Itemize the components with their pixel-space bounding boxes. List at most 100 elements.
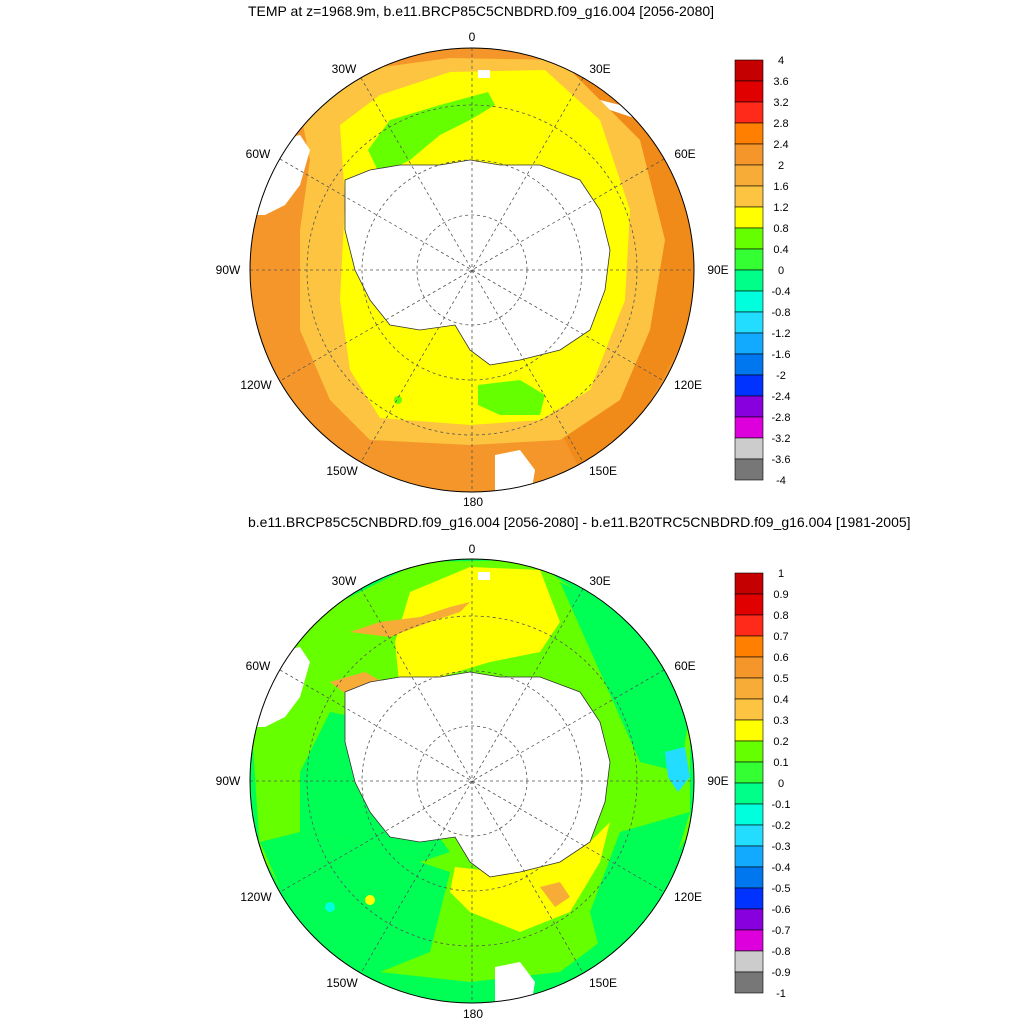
lon-label-90e: 90E	[707, 774, 728, 788]
lon-label-180: 180	[463, 1007, 483, 1021]
colorbar-tick-label: 2.4	[773, 139, 788, 151]
colorbar-swatch	[734, 353, 764, 376]
panel-2-field	[250, 559, 694, 1003]
colorbar-swatch	[734, 59, 764, 82]
lon-label-60e: 60E	[674, 659, 695, 673]
colorbar-tick-label: 0.1	[773, 757, 788, 769]
lon-label-0: 0	[469, 30, 476, 44]
colorbar-tick-label: -1.6	[772, 349, 791, 361]
colorbar-tick-label: 1.2	[773, 202, 788, 214]
colorbar-swatch	[734, 719, 764, 742]
colorbar-tick-label: -0.5	[772, 883, 791, 895]
colorbar-tick-label: 0.5	[773, 673, 788, 685]
panel-1-map: 0 30E 60E 90E 120E 150E 180 150W 120W 90…	[216, 30, 791, 509]
colorbar-swatch	[734, 458, 764, 481]
panel-2-graticule	[250, 559, 694, 1003]
colorbar-tick-label: 0.3	[773, 715, 788, 727]
colorbar-swatch	[734, 143, 764, 166]
colorbar-tick-label: -3.2	[772, 433, 791, 445]
colorbar-tick-label: 0.2	[773, 736, 788, 748]
colorbar-swatch	[734, 269, 764, 292]
lon-label-90w: 90W	[216, 263, 241, 277]
lon-label-30e: 30E	[589, 574, 610, 588]
lon-label-120e: 120E	[674, 890, 702, 904]
colorbar-swatch	[734, 803, 764, 826]
lon-label-150w: 150W	[326, 464, 358, 478]
colorbar-tick-label: -0.2	[772, 820, 791, 832]
lon-label-30w: 30W	[332, 62, 357, 76]
colorbar-tick-label: -0.4	[772, 286, 791, 298]
colorbar-tick-label: 0.6	[773, 652, 788, 664]
panel-2-title: b.e11.BRCP85C5CNBDRD.f09_g16.004 [2056-2…	[248, 514, 911, 530]
panel-2-lon-labels: 0 30E 60E 90E 120E 150E 180 150W 120W 90…	[216, 542, 729, 1021]
colorbar-tick-label: -1.2	[772, 328, 791, 340]
panel-2-colorbar: 1 0.9 0.8 0.7 0.6 0.5 0.4 0.3 0.2 0.1 0 -0.1 -0.2 -0.…	[734, 568, 791, 1000]
colorbar-tick-label: 0.7	[773, 631, 788, 643]
lon-label-180: 180	[463, 495, 483, 509]
colorbar-swatch	[734, 887, 764, 910]
colorbar-swatch	[734, 122, 764, 145]
colorbar-tick-label: -0.6	[772, 904, 791, 916]
panel-1-title: TEMP at z=1968.9m, b.e11.BRCP85C5CNBDRD.…	[248, 3, 715, 19]
colorbar-tick-label: -4	[776, 475, 786, 487]
panel-1-field	[250, 48, 694, 492]
colorbar-swatch	[734, 635, 764, 658]
colorbar-swatch	[734, 101, 764, 124]
panel-2-map-border	[249, 558, 695, 1004]
colorbar-swatch	[734, 971, 764, 994]
colorbar-tick-label: -0.1	[772, 799, 791, 811]
colorbar-swatch	[734, 761, 764, 784]
colorbar-tick-label: -2	[776, 370, 786, 382]
lon-label-120w: 120W	[240, 890, 272, 904]
lon-label-60e: 60E	[674, 147, 695, 161]
colorbar-swatch	[734, 656, 764, 679]
colorbar-swatch	[734, 416, 764, 439]
lon-label-90w: 90W	[216, 774, 241, 788]
colorbar-swatch	[734, 845, 764, 868]
colorbar-tick-label: -0.3	[772, 841, 791, 853]
colorbar-tick-label: 0	[778, 265, 784, 277]
antarctica-landmass	[344, 671, 611, 878]
colorbar-swatch	[734, 80, 764, 103]
colorbar-swatch	[734, 866, 764, 889]
colorbar-tick-label: 0.9	[773, 589, 788, 601]
colorbar-tick-label: -3.6	[772, 454, 791, 466]
lon-label-30e: 30E	[589, 62, 610, 76]
colorbar-swatch	[734, 332, 764, 355]
colorbar-swatch	[734, 164, 764, 187]
colorbar-tick-label: 1.6	[773, 181, 788, 193]
lon-label-60w: 60W	[246, 659, 271, 673]
panel-1-colorbar: 4 3.6 3.2 2.8 2.4 2 1.6 1.2 0.8 0.4 0 -0.4 -0.8 -1.2 -…	[734, 55, 791, 487]
colorbar-swatch	[734, 374, 764, 397]
colorbar-tick-label: -0.8	[772, 307, 791, 319]
colorbar-tick-label: 1	[778, 568, 784, 580]
lon-label-60w: 60W	[246, 147, 271, 161]
colorbar-tick-label: -1	[776, 988, 786, 1000]
colorbar-swatch	[734, 572, 764, 595]
lon-label-150e: 150E	[589, 976, 617, 990]
colorbar-tick-label: 0.8	[773, 223, 788, 235]
colorbar-swatch	[734, 782, 764, 805]
colorbar-swatch	[734, 824, 764, 847]
lon-label-150e: 150E	[589, 464, 617, 478]
colorbar-swatch	[734, 677, 764, 700]
colorbar-tick-label: 0	[778, 778, 784, 790]
colorbar-swatch	[734, 593, 764, 616]
lon-label-90e: 90E	[707, 263, 728, 277]
panel-1-map-border	[249, 47, 695, 493]
antarctica-landmass	[344, 159, 611, 366]
colorbar-tick-label: -0.4	[772, 862, 791, 874]
colorbar-tick-label: -2.4	[772, 391, 791, 403]
colorbar-swatch	[734, 227, 764, 250]
colorbar-swatch	[734, 950, 764, 973]
colorbar-swatch	[734, 698, 764, 721]
lon-label-120e: 120E	[674, 378, 702, 392]
colorbar-tick-label: 0.8	[773, 610, 788, 622]
colorbar-swatch	[734, 248, 764, 271]
colorbar-swatch	[734, 206, 764, 229]
colorbar-swatch	[734, 185, 764, 208]
colorbar-swatch	[734, 929, 764, 952]
panel-1-graticule	[250, 48, 694, 492]
lon-label-0: 0	[469, 542, 476, 556]
colorbar-tick-label: 2	[778, 160, 784, 172]
